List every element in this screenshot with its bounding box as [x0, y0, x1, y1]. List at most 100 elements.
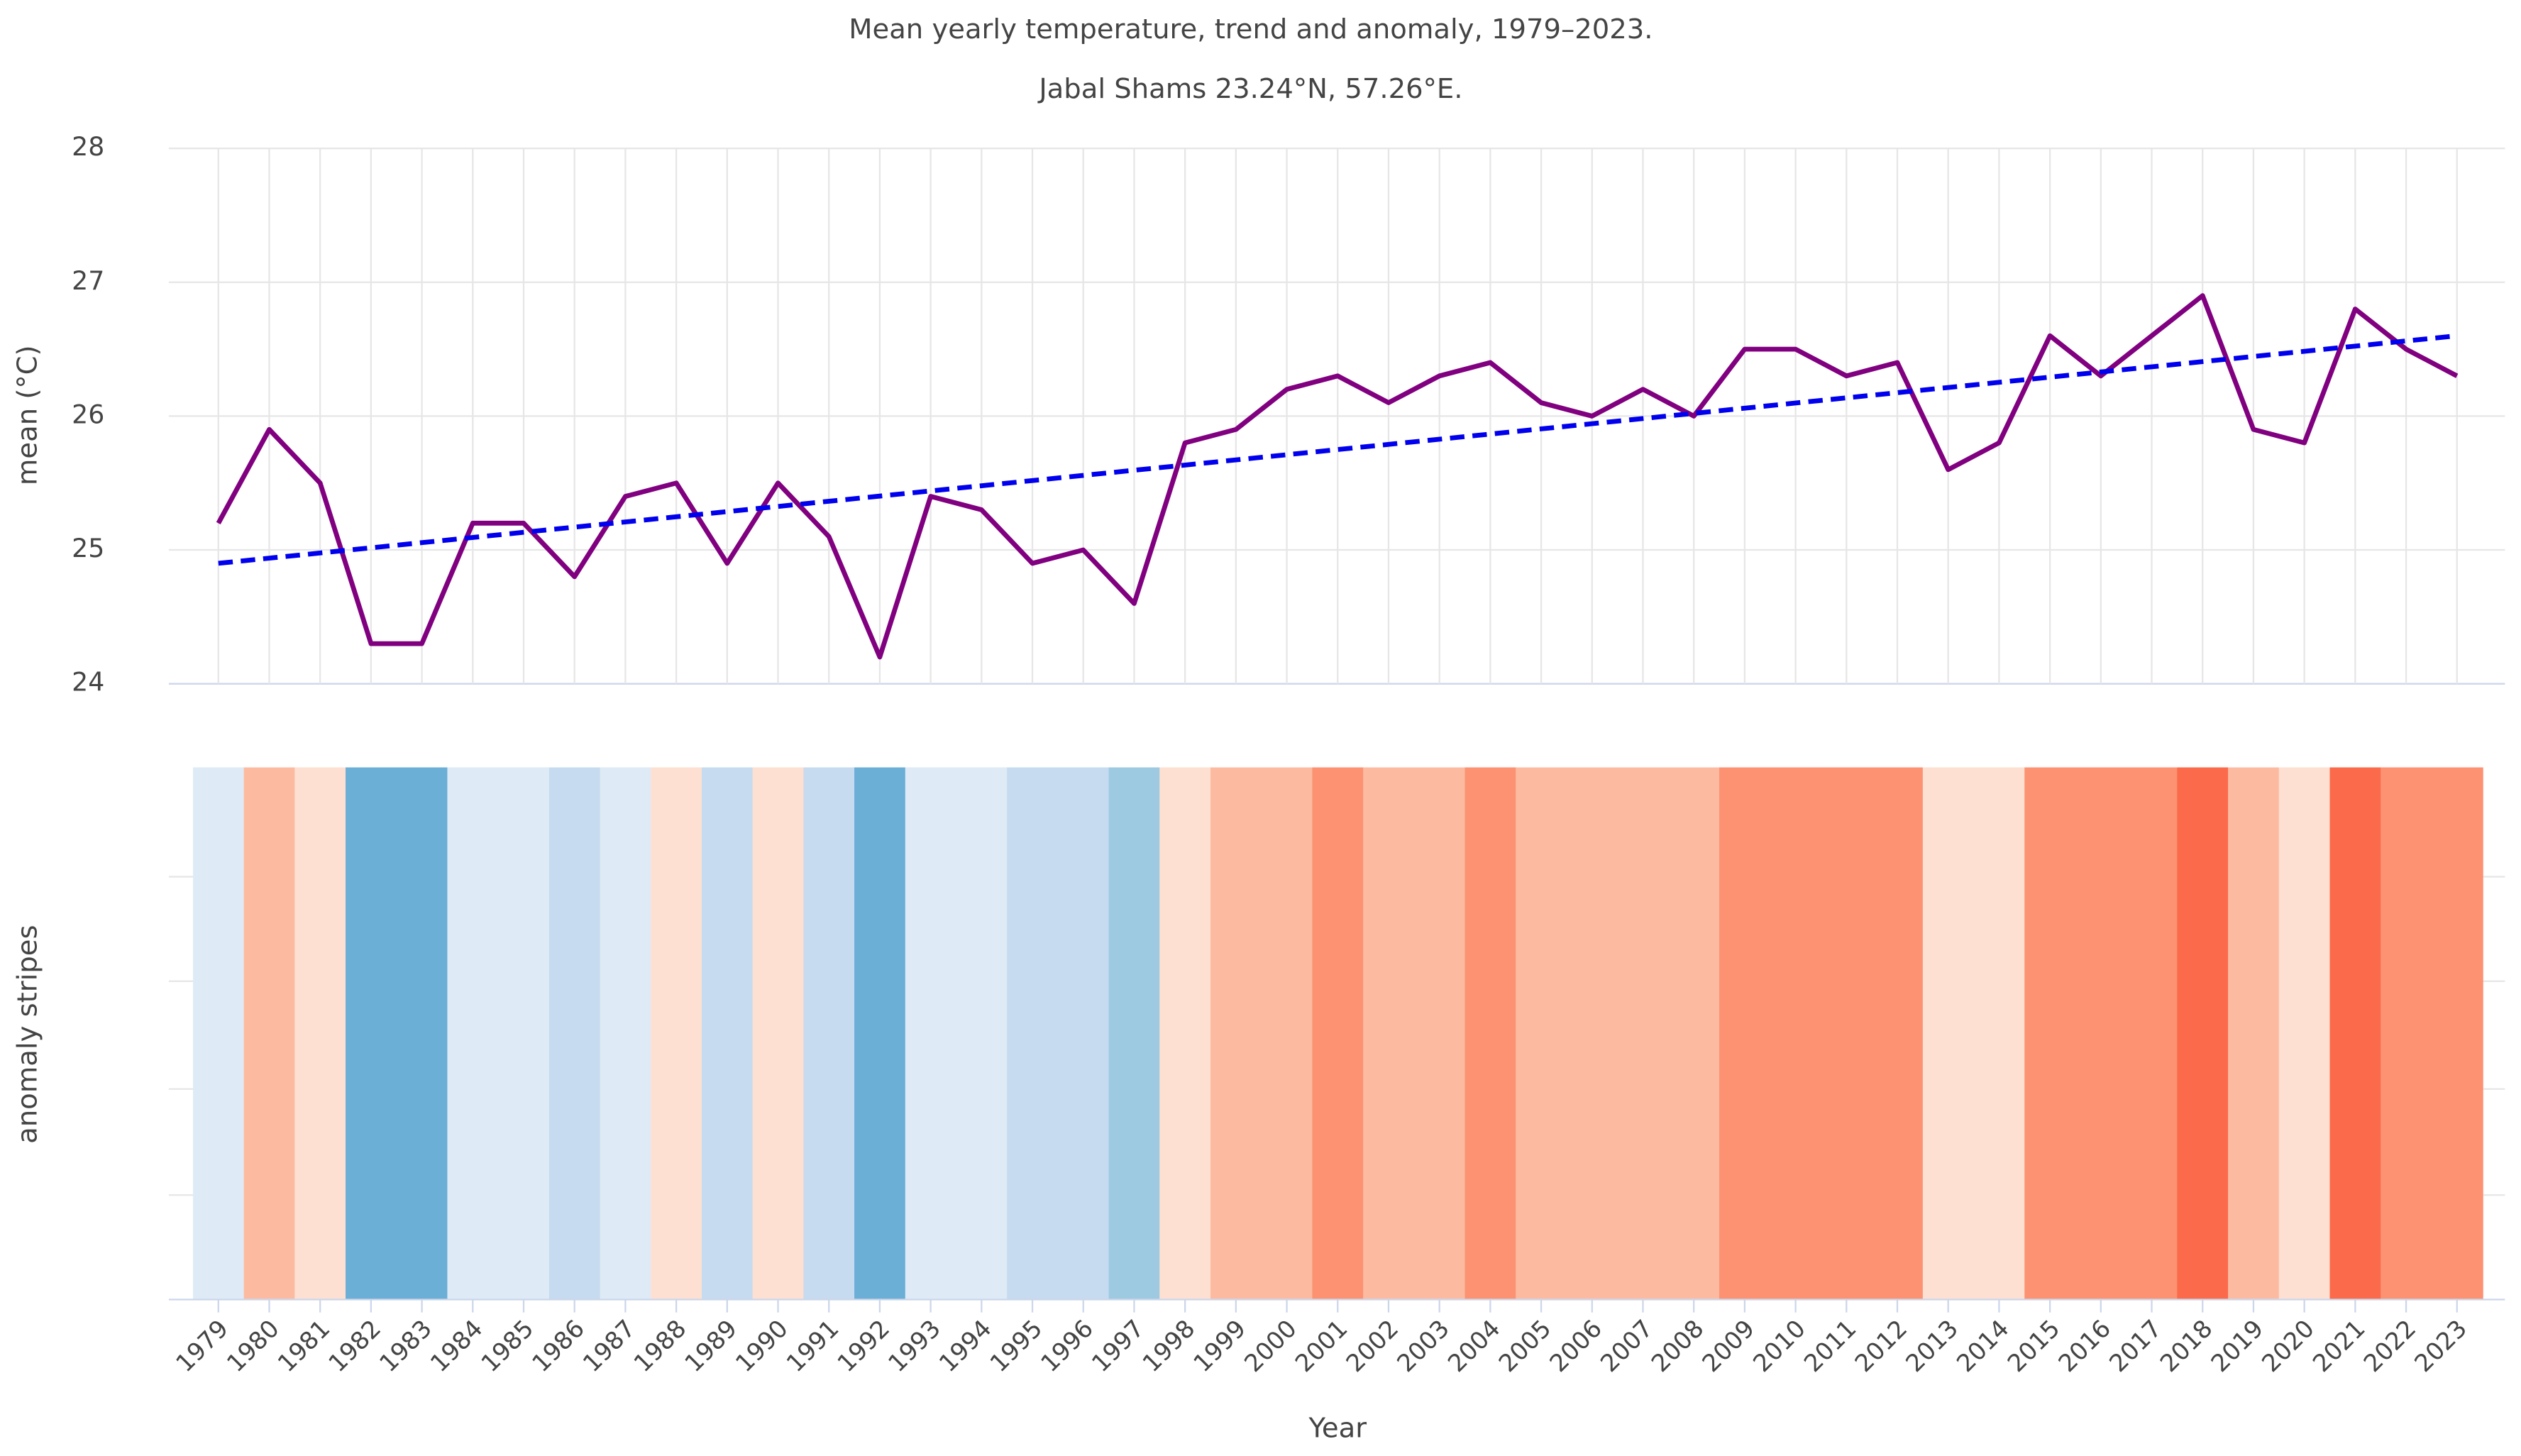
anomaly-stripe	[1363, 767, 1415, 1300]
x-tick-label: 1988	[629, 1315, 692, 1378]
anomaly-stripe	[2228, 767, 2280, 1300]
x-tick-label: 1985	[476, 1315, 539, 1378]
x-tick-label: 2014	[1951, 1315, 2014, 1378]
anomaly-stripe	[1007, 767, 1059, 1300]
anomaly-stripe	[1770, 767, 1822, 1300]
x-tick-label: 2017	[2104, 1315, 2167, 1378]
x-tick-label: 2016	[2053, 1315, 2117, 1378]
stripes-label: anomaly stripes	[11, 925, 43, 1143]
anomaly-stripe	[752, 767, 805, 1300]
x-tick-label: 2019	[2206, 1315, 2269, 1378]
anomaly-stripe	[2024, 767, 2077, 1300]
anomaly-stripe	[1922, 767, 1975, 1300]
anomaly-stripe	[2126, 767, 2178, 1300]
x-tick-label: 2000	[1239, 1315, 1302, 1378]
anomaly-stripe	[2431, 767, 2483, 1300]
anomaly-stripe	[2075, 767, 2127, 1300]
x-tick-label: 1995	[985, 1315, 1048, 1378]
y-tick-label: 26	[72, 399, 104, 429]
anomaly-stripe	[346, 767, 397, 1300]
x-tick-label: 1992	[832, 1315, 895, 1378]
anomaly-stripe	[2278, 767, 2331, 1300]
anomaly-stripe	[1159, 767, 1212, 1300]
anomaly-stripe	[1057, 767, 1110, 1300]
x-tick-label: 1983	[374, 1315, 437, 1378]
x-tick-label: 2021	[2307, 1315, 2371, 1378]
anomaly-stripe	[1617, 767, 1670, 1300]
anomaly-stripe	[1464, 767, 1517, 1300]
anomaly-stripe	[2177, 767, 2229, 1300]
x-tick-label: 1994	[934, 1315, 997, 1378]
anomaly-stripe	[548, 767, 601, 1300]
x-tick-label: 2008	[1646, 1315, 1709, 1378]
x-tick-label: 1997	[1086, 1315, 1149, 1378]
anomaly-stripe	[1261, 767, 1313, 1300]
anomaly-stripe	[1108, 767, 1161, 1300]
x-tick-label: 2001	[1290, 1315, 1353, 1378]
y-axis-label: mean (°C)	[11, 345, 43, 485]
x-tick-label: 1993	[883, 1315, 946, 1378]
x-tick-label: 2010	[1748, 1315, 1811, 1378]
anomaly-stripe	[803, 767, 856, 1300]
x-tick-label: 1981	[272, 1315, 336, 1378]
x-tick-label: 2011	[1799, 1315, 1862, 1378]
x-tick-label: 2015	[2002, 1315, 2065, 1378]
anomaly-stripe	[701, 767, 754, 1300]
anomaly-stripe	[854, 767, 906, 1300]
anomaly-stripe	[1872, 767, 1924, 1300]
x-tick-label: 2007	[1595, 1315, 1658, 1378]
x-tick-label: 2009	[1697, 1315, 1760, 1378]
x-tick-label: 1980	[221, 1315, 285, 1378]
x-tick-label: 2018	[2155, 1315, 2218, 1378]
anomaly-stripe	[651, 767, 703, 1300]
anomaly-stripe	[2381, 767, 2433, 1300]
x-tick-label: 1998	[1137, 1315, 1201, 1378]
anomaly-stripe	[956, 767, 1008, 1300]
anomaly-stripe	[192, 767, 245, 1300]
y-tick-label: 25	[72, 533, 104, 563]
anomaly-stripe	[1719, 767, 1771, 1300]
chart-title: Mean yearly temperature, trend and anoma…	[849, 13, 1653, 45]
anomaly-stripe	[2329, 767, 2382, 1300]
anomaly-stripe	[905, 767, 957, 1300]
anomaly-stripe	[294, 767, 347, 1300]
anomaly-stripe	[1821, 767, 1873, 1300]
x-axis-label: Year	[1308, 1413, 1367, 1445]
x-tick-label: 2022	[2359, 1315, 2422, 1378]
anomaly-stripe	[1566, 767, 1618, 1300]
x-tick-label: 1991	[781, 1315, 844, 1378]
x-tick-label: 2003	[1391, 1315, 1455, 1378]
x-tick-label: 1979	[170, 1315, 233, 1378]
data-line	[216, 293, 2459, 660]
anomaly-stripe	[1973, 767, 2026, 1300]
anomaly-stripe	[1668, 767, 1721, 1300]
y-tick-label: 28	[72, 131, 104, 162]
x-tick-label: 2013	[1900, 1315, 1963, 1378]
anomaly-stripe	[1413, 767, 1466, 1300]
x-tick-label: 1986	[526, 1315, 590, 1378]
x-tick-label: 2002	[1341, 1315, 1404, 1378]
anomaly-stripe	[243, 767, 296, 1300]
anomaly-stripe	[1516, 767, 1568, 1300]
anomaly-stripe	[1312, 767, 1364, 1300]
x-tick-label: 2012	[1850, 1315, 1913, 1378]
y-tick-label: 24	[72, 667, 104, 697]
anomaly-stripe	[447, 767, 500, 1300]
x-tick-label: 1999	[1188, 1315, 1252, 1378]
x-tick-label: 2023	[2409, 1315, 2472, 1378]
trend-line	[218, 333, 2458, 566]
anomaly-stripe	[498, 767, 550, 1300]
x-tick-label: 1984	[425, 1315, 488, 1378]
anomaly-stripe	[600, 767, 652, 1300]
x-tick-label: 1987	[578, 1315, 641, 1378]
x-tick-label: 1990	[730, 1315, 793, 1378]
y-tick-label: 27	[72, 265, 104, 296]
x-tick-label: 2020	[2256, 1315, 2319, 1378]
x-tick-label: 2005	[1494, 1315, 1557, 1378]
x-tick-label: 2006	[1545, 1315, 1608, 1378]
x-tick-label: 1982	[324, 1315, 387, 1378]
x-tick-label: 2004	[1442, 1315, 1506, 1378]
anomaly-stripe	[1210, 767, 1262, 1300]
